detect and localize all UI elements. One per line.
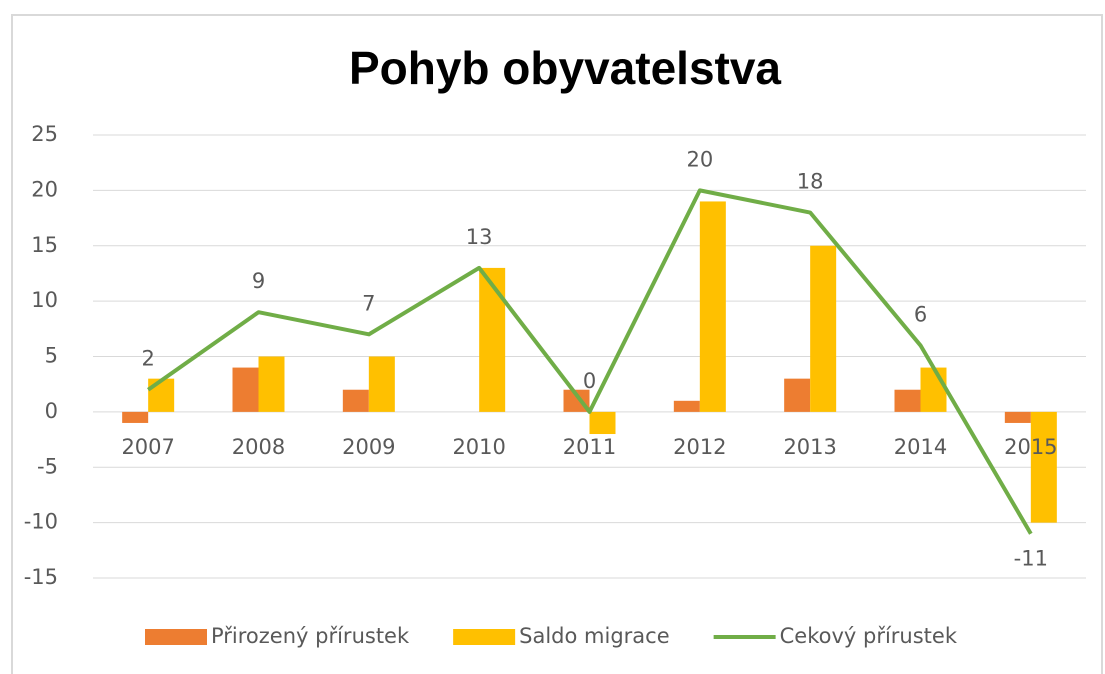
x-tick-label: 2012 [673, 435, 726, 459]
y-tick-label: -10 [24, 510, 58, 534]
data-label: 2 [141, 347, 154, 371]
legend-label: Přirozený přírustek [211, 624, 410, 648]
y-tick-label: 10 [31, 288, 58, 312]
x-tick-label: 2007 [121, 435, 174, 459]
x-tick-label: 2011 [563, 435, 616, 459]
data-label: 18 [797, 170, 824, 194]
data-label: 6 [914, 302, 927, 326]
bar [232, 367, 259, 412]
bar [258, 356, 285, 412]
data-label: -11 [1014, 547, 1048, 571]
y-tick-label: 15 [31, 233, 58, 257]
x-tick-label: 2015 [1004, 435, 1057, 459]
y-tick-label: 0 [45, 399, 58, 423]
x-tick-label: 2009 [342, 435, 395, 459]
bar [784, 378, 811, 412]
bar [589, 411, 616, 435]
chart-frame [11, 14, 1103, 674]
y-tick-label: -5 [37, 454, 58, 478]
bar [1030, 411, 1057, 523]
y-tick-label: 5 [45, 344, 58, 368]
legend-label: Cekový přírustek [780, 624, 958, 648]
bar [673, 400, 700, 412]
bar [920, 367, 947, 412]
x-tick-label: 2008 [232, 435, 285, 459]
bar [479, 267, 506, 412]
bar [1004, 411, 1031, 423]
y-tick-label: 20 [31, 177, 58, 201]
data-label: 20 [686, 147, 713, 171]
bar [368, 356, 395, 412]
bar [810, 245, 837, 412]
line-series [147, 188, 1033, 535]
legend-label: Saldo migrace [519, 624, 669, 648]
y-tick-label: 25 [31, 122, 58, 146]
legend-swatch [453, 629, 516, 645]
data-label: 9 [252, 269, 265, 293]
bar [122, 411, 149, 423]
x-tick-label: 2010 [452, 435, 505, 459]
chart-title: Pohyb obyvatelstva [349, 42, 781, 94]
data-label: 0 [583, 369, 596, 393]
bar [894, 389, 921, 412]
bar [699, 201, 726, 412]
legend-swatch [145, 629, 207, 645]
bar [148, 378, 175, 412]
data-label: 7 [362, 291, 375, 315]
y-tick-label: -15 [24, 565, 58, 589]
x-tick-label: 2014 [894, 435, 947, 459]
bar [342, 389, 369, 412]
x-tick-label: 2013 [783, 435, 836, 459]
data-label: 13 [466, 225, 493, 249]
